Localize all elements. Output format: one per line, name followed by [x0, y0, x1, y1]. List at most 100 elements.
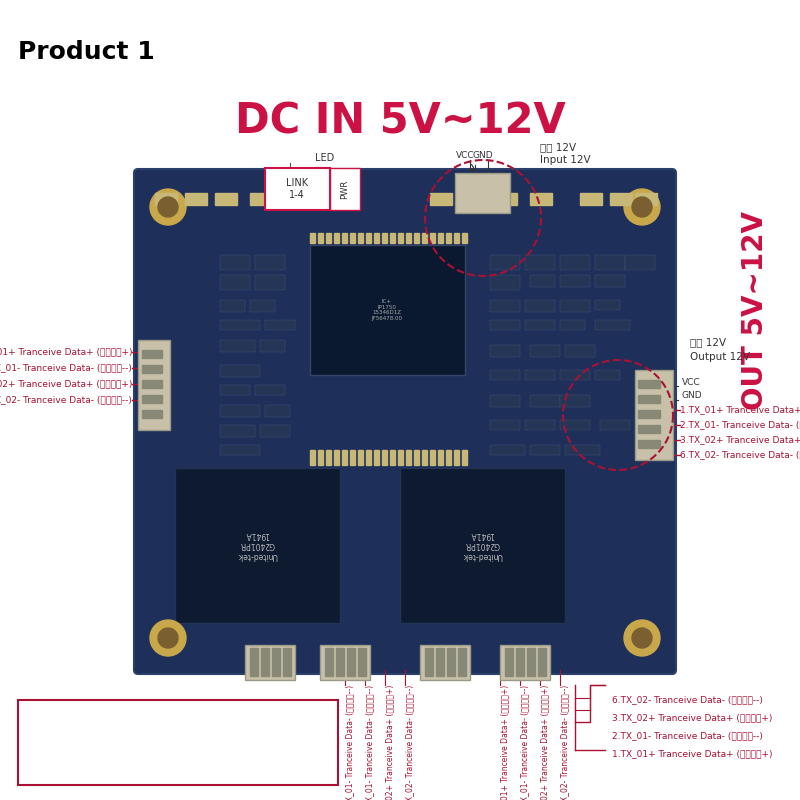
Bar [220, 445, 260, 455]
Text: 6.TX_02- Tranceive Data- (发送数据--): 6.TX_02- Tranceive Data- (发送数据--) [405, 685, 414, 800]
Bar [255, 275, 285, 290]
Bar [595, 320, 630, 330]
Bar [580, 193, 602, 205]
Bar [400, 468, 565, 623]
Text: 1.TX_01+ Tranceive Data+ (发送数据+): 1.TX_01+ Tranceive Data+ (发送数据+) [0, 347, 132, 357]
Bar [366, 450, 371, 465]
Text: 6.TX_02- Tranceive Data- (发送数据--): 6.TX_02- Tranceive Data- (发送数据--) [612, 695, 763, 705]
Bar [220, 385, 250, 395]
Bar [18, 700, 338, 785]
Text: 6.TX_02- Tranceive Data- (发送数据--): 6.TX_02- Tranceive Data- (发送数据--) [560, 685, 569, 800]
Bar [458, 648, 466, 676]
Bar [250, 300, 275, 312]
Bar [438, 450, 443, 465]
Bar [318, 450, 323, 465]
Text: DC IN 5V~12V: DC IN 5V~12V [234, 100, 566, 142]
Bar [398, 233, 403, 243]
Text: PWR: PWR [341, 179, 350, 198]
Bar [446, 450, 451, 465]
Text: 2.TX_01- Tranceive Data- (发送数据--): 2.TX_01- Tranceive Data- (发送数据--) [0, 363, 132, 373]
Bar [490, 395, 520, 407]
Bar [330, 168, 360, 210]
Bar [358, 450, 363, 465]
Bar [560, 320, 585, 330]
Bar [285, 193, 307, 205]
Bar [382, 233, 387, 243]
Text: Product 1: Product 1 [18, 40, 154, 64]
Bar [420, 645, 470, 680]
Bar [142, 395, 162, 403]
Bar [525, 370, 555, 380]
Bar [490, 320, 520, 330]
Bar [265, 168, 330, 210]
Bar [414, 233, 419, 243]
Bar [530, 275, 555, 287]
Text: OUT 5V~12V: OUT 5V~12V [741, 210, 769, 410]
Bar [430, 193, 452, 205]
Text: 2.TX_01- Tranceive Data- (发送数据--): 2.TX_01- Tranceive Data- (发送数据--) [612, 731, 763, 741]
Bar [325, 648, 333, 676]
Text: Input 12V: Input 12V [540, 155, 590, 165]
Bar [374, 450, 379, 465]
Bar [425, 648, 433, 676]
Bar [454, 450, 459, 465]
Bar [565, 345, 595, 357]
Bar [462, 233, 467, 243]
Bar [138, 340, 170, 430]
Text: 1.TX_01+ Tranceive Data+ (发送数据+): 1.TX_01+ Tranceive Data+ (发送数据+) [500, 685, 509, 800]
Bar [462, 450, 467, 465]
Bar [530, 345, 560, 357]
Text: LINK
1-4: LINK 1-4 [286, 178, 308, 200]
Bar [490, 345, 520, 357]
Bar [490, 300, 520, 312]
Bar [436, 648, 444, 676]
Circle shape [150, 620, 186, 656]
Bar [220, 365, 260, 377]
Bar [142, 410, 162, 418]
Bar [638, 425, 660, 433]
Bar [350, 233, 355, 243]
Bar [505, 648, 513, 676]
Bar [358, 648, 366, 676]
Text: 6.TX_02- Tranceive Data- (发送数据--): 6.TX_02- Tranceive Data- (发送数据--) [0, 395, 132, 405]
Bar [460, 193, 482, 205]
Bar [595, 300, 620, 310]
Bar [638, 395, 660, 403]
Bar [560, 255, 590, 270]
Circle shape [158, 197, 178, 217]
Text: 3.TX_02+ Tranceive Data+ (发送数据+): 3.TX_02+ Tranceive Data+ (发送数据+) [0, 379, 132, 389]
Text: 6.TX_02- Tranceive Data- (发送数据--): 6.TX_02- Tranceive Data- (发送数据--) [680, 450, 800, 459]
Text: 2.TX_01- Tranceive Data- (发送数据--): 2.TX_01- Tranceive Data- (发送数据--) [520, 685, 529, 800]
Bar [260, 340, 285, 352]
Bar [595, 255, 625, 270]
Bar [245, 645, 295, 680]
Bar [310, 233, 315, 243]
Bar [560, 420, 590, 430]
Bar [220, 275, 250, 290]
Circle shape [624, 620, 660, 656]
Text: 3.TX_02+ Tranceive Data+ (发送数据+): 3.TX_02+ Tranceive Data+ (发送数据+) [385, 685, 394, 800]
Bar [530, 445, 560, 455]
Bar [142, 365, 162, 373]
Bar [490, 255, 520, 270]
Bar [334, 450, 339, 465]
Text: 2.TX_01- Tranceive Data- (发送数据--): 2.TX_01- Tranceive Data- (发送数据--) [28, 723, 226, 737]
Bar [350, 450, 355, 465]
Bar [530, 193, 552, 205]
Text: Output 12V: Output 12V [690, 352, 750, 362]
Text: 1.TX_01+ Tranceive Data+ (发送数据+): 1.TX_01+ Tranceive Data+ (发送数据+) [28, 709, 238, 722]
Bar [185, 193, 207, 205]
Bar [527, 648, 535, 676]
Bar [220, 255, 250, 270]
Bar [595, 275, 625, 287]
Text: 1.TX_01+ Tranceive Data+ (发送数据+): 1.TX_01+ Tranceive Data+ (发送数据+) [612, 750, 773, 758]
Circle shape [158, 628, 178, 648]
Bar [525, 300, 555, 312]
Bar [438, 233, 443, 243]
Bar [220, 340, 255, 352]
Bar [265, 405, 290, 417]
Bar [220, 405, 260, 417]
Bar [525, 255, 555, 270]
Bar [638, 380, 660, 388]
Circle shape [632, 197, 652, 217]
